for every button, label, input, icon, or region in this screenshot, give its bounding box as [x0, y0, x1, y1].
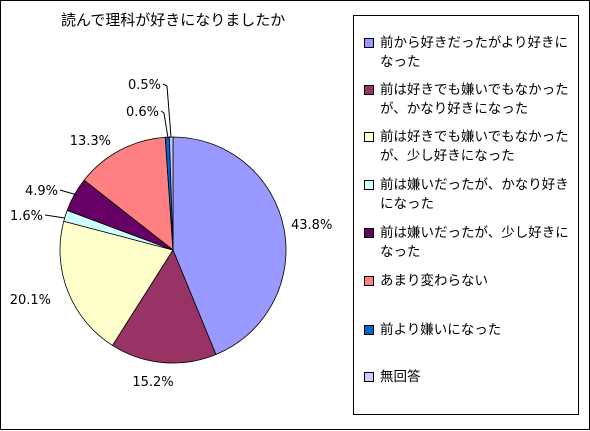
pie-slice [169, 136, 174, 251]
legend-item: あまり変わらない [364, 272, 576, 291]
data-label: 0.5% [128, 78, 161, 93]
legend-label: 無回答 [380, 369, 421, 385]
legend-label: あまり変わらない [380, 273, 488, 289]
legend-swatch [364, 228, 374, 238]
data-label: 0.6% [126, 105, 159, 120]
legend-item: 前から好きだったがより好きになった [364, 34, 576, 72]
legend-swatch [364, 325, 374, 335]
legend-label: 前は嫌いだったが、少し好きになった [380, 225, 569, 260]
pie-slice [111, 249, 217, 364]
legend: 前から好きだったがより好きになった 前は好きでも嫌いでもなかったが、かなり好きにな… [353, 15, 579, 415]
pie-slice [59, 220, 174, 346]
legend-label: 前より嫌いになった [380, 322, 502, 338]
legend-label: 前は嫌いだったが、かなり好きになった [380, 177, 569, 212]
legend-label: 前から好きだったがより好きになった [380, 35, 569, 70]
data-label: 13.3% [70, 134, 111, 149]
legend-label: 前は好きでも嫌いでもなかったが、かなり好きになった [380, 82, 569, 117]
data-label: 4.9% [25, 184, 58, 199]
data-label: 15.2% [132, 375, 173, 390]
legend-swatch [364, 132, 374, 142]
legend-item: 前は好きでも嫌いでもなかったが、少し好きになった [364, 128, 576, 166]
legend-item: 前は嫌いだったが、かなり好きになった [364, 176, 576, 214]
legend-swatch [364, 372, 374, 382]
legend-swatch [364, 180, 374, 190]
legend-label: 前は好きでも嫌いでもなかったが、少し好きになった [380, 129, 569, 164]
data-label: 20.1% [10, 293, 51, 308]
legend-item: 無回答 [364, 368, 576, 387]
leader-line [44, 214, 66, 219]
legend-swatch [364, 38, 374, 48]
legend-swatch [364, 276, 374, 286]
pie-slice [83, 136, 174, 251]
legend-item: 前は好きでも嫌いでもなかったが、かなり好きになった [364, 81, 576, 119]
leader-line [162, 83, 172, 138]
chart-title: 読んで理科が好きになりましたか [61, 11, 286, 29]
leader-line [160, 110, 169, 139]
legend-swatch [364, 85, 374, 95]
leader-line [59, 189, 78, 196]
legend-item: 前は嫌いだったが、少し好きになった [364, 224, 576, 262]
data-label: 43.8% [291, 218, 332, 233]
data-label: 1.6% [10, 209, 43, 224]
pie-slice [172, 136, 287, 356]
legend-item: 前より嫌いになった [364, 321, 576, 340]
